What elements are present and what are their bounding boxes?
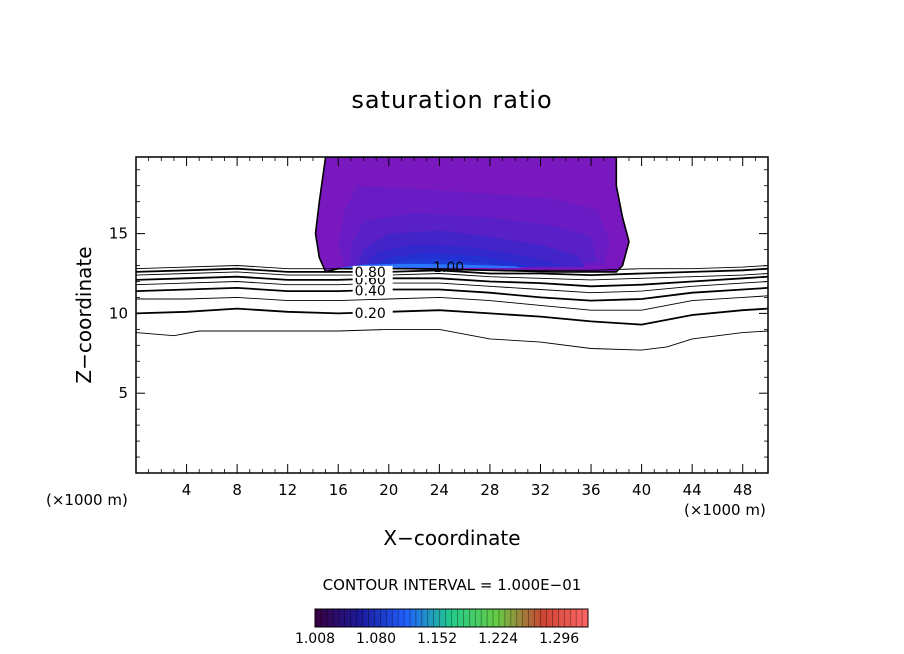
x-tick-label: 36	[581, 481, 600, 499]
x-unit-label: (×1000 m)	[46, 491, 128, 509]
y-unit-label: (×1000 m)	[684, 501, 766, 519]
x-axis-label-text: X−coordinate	[383, 526, 521, 550]
contour-line-0.70	[136, 271, 768, 281]
contour-lines	[136, 265, 768, 351]
y-axis-label: Z−coordinate	[72, 246, 96, 384]
contour-label-bg	[352, 306, 393, 319]
contour-label-0.20: 0.20	[355, 306, 386, 322]
x-tick-label: 32	[531, 481, 550, 499]
contour-line-0.80	[136, 267, 768, 277]
x-tick-label: 16	[329, 481, 348, 499]
x-tick-label: 8	[232, 481, 242, 499]
y-tick-label: 5	[118, 384, 128, 402]
x-tick-label: 12	[278, 481, 297, 499]
contour-line-0.20	[136, 307, 768, 326]
x-tick-label: 28	[480, 481, 499, 499]
cloud-fill-region	[314, 157, 630, 273]
x-tick-label: 40	[632, 481, 651, 499]
contour-label-bg	[352, 265, 393, 278]
contour-line-0.60	[136, 275, 768, 288]
contour-label-bg	[352, 284, 393, 297]
contour-label-0.80: 0.80	[355, 265, 386, 281]
contour-line-0.40	[136, 286, 768, 302]
y-tick-label: 15	[109, 225, 128, 243]
chart-title: saturation ratio	[351, 86, 553, 114]
colorbar-tick-label: 1.008	[294, 631, 336, 647]
contour-interval-text: CONTOUR INTERVAL = 1.000E−01	[322, 576, 582, 594]
contour-line-0.90	[136, 265, 768, 271]
x-tick-label: 44	[683, 481, 702, 499]
y-tick-label: 10	[109, 304, 128, 322]
colorbar-tick-label: 1.152	[417, 631, 458, 647]
contour-line-0.30	[136, 295, 768, 311]
contour-labels: 0.200.400.600.80 1.00	[352, 260, 464, 322]
x-tick-label: 20	[379, 481, 398, 499]
contour-label-1.00: 1.00	[433, 260, 464, 276]
colorbar-tick-label: 1.224	[478, 631, 519, 647]
x-axis-label: X−coordinate	[0, 526, 904, 550]
contour-line-0.10	[136, 328, 768, 351]
x-tick-label: 48	[733, 481, 752, 499]
colorbar-tick-label: 1.296	[539, 631, 580, 647]
colorbar-tick-label: 1.080	[355, 631, 397, 647]
x-tick-label: 4	[182, 481, 192, 499]
colorbar-stripes	[320, 609, 583, 627]
contour-label-0.40: 0.40	[355, 284, 386, 300]
x-tick-label: 24	[430, 481, 449, 499]
contour-line-0.50	[136, 281, 768, 294]
